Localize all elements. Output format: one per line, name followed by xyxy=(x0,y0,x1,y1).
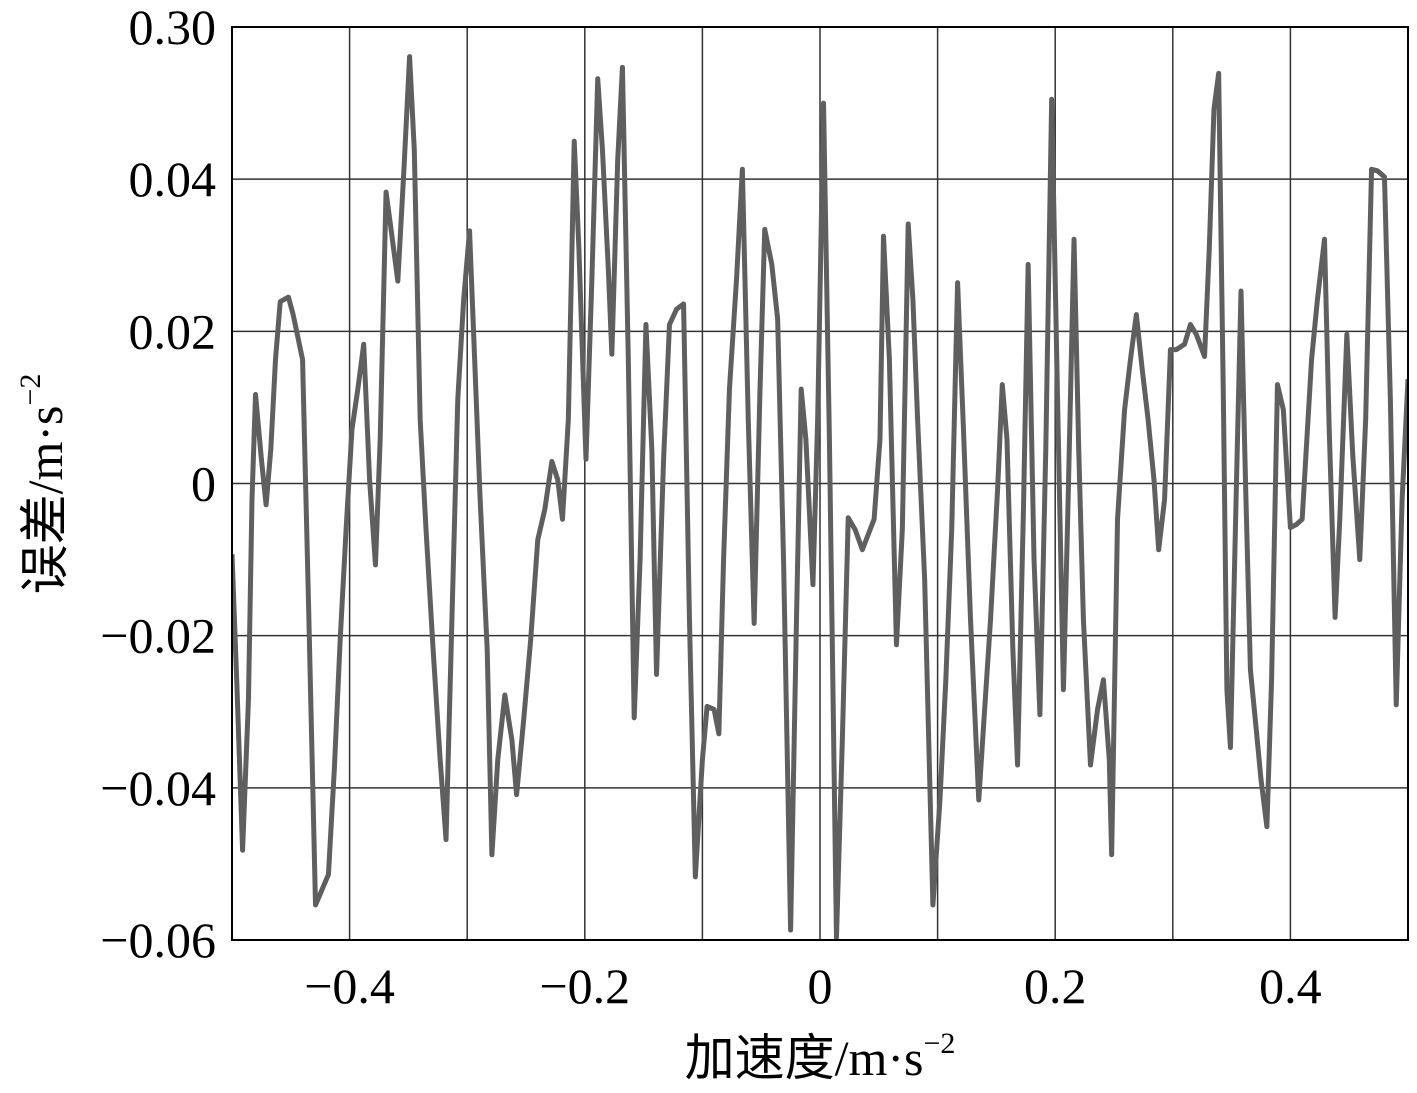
x-tick-label: 0.2 xyxy=(1024,958,1087,1014)
y-tick-label: 0.04 xyxy=(129,151,217,207)
y-tick-label: 0 xyxy=(191,456,216,512)
plot-frame xyxy=(231,26,1409,941)
x-tick-label: −0.4 xyxy=(304,958,395,1014)
y-axis-label-text: 误差/m·s xyxy=(17,406,73,595)
y-axis-label: 误差/m·s−2 xyxy=(14,374,73,595)
y-tick-label: 0.30 xyxy=(129,0,217,55)
x-tick-label: −0.2 xyxy=(539,958,630,1014)
y-tick-label: −0.04 xyxy=(100,760,216,816)
x-tick-label: 0.4 xyxy=(1259,958,1322,1014)
y-tick-label: 0.02 xyxy=(129,303,217,359)
y-tick-label: −0.02 xyxy=(100,608,216,664)
y-axis-label-sup: −2 xyxy=(14,374,47,406)
x-axis-label-text: 加速度/m·s xyxy=(685,1030,924,1086)
x-axis-label: 加速度/m·s−2 xyxy=(685,1027,956,1086)
y-tick-label: −0.06 xyxy=(100,912,216,968)
data-line xyxy=(232,54,1408,941)
x-tick-label: 0 xyxy=(808,958,833,1014)
x-axis-label-sup: −2 xyxy=(923,1027,955,1060)
